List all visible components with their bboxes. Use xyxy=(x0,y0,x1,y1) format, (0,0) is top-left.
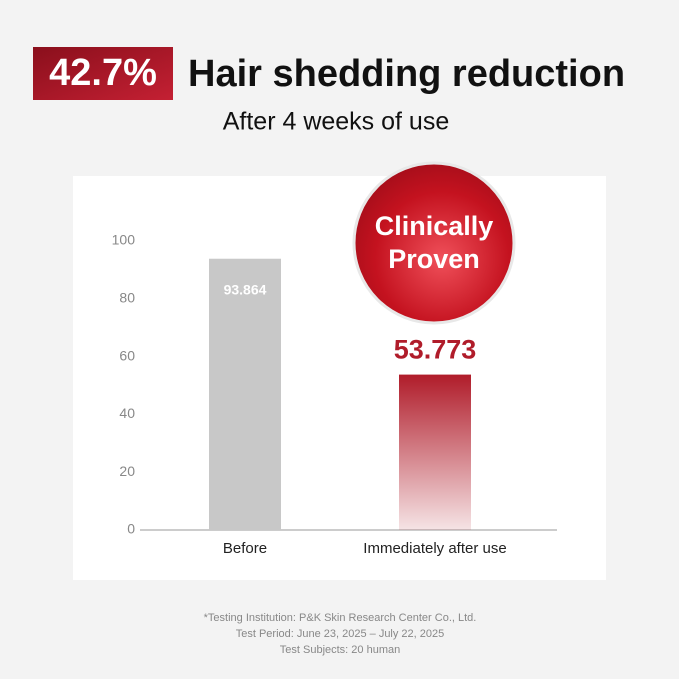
y-tick-label: 100 xyxy=(112,232,136,248)
y-tick-label: 40 xyxy=(119,405,135,421)
y-tick-label: 80 xyxy=(119,290,135,306)
badge-circle xyxy=(352,161,516,325)
value-label: 53.773 xyxy=(394,335,477,365)
badge-text: Proven xyxy=(388,244,480,274)
chart-panel xyxy=(73,176,606,580)
title: Hair shedding reduction xyxy=(188,53,625,95)
bar xyxy=(399,374,471,530)
y-tick-label: 60 xyxy=(119,347,135,363)
x-tick-label: Immediately after use xyxy=(363,540,506,557)
badge-text: Clinically xyxy=(375,211,494,241)
footnote: *Testing Institution: P&K Skin Research … xyxy=(204,612,477,624)
y-tick-label: 20 xyxy=(119,463,135,479)
footnote: Test Period: June 23, 2025 – July 22, 20… xyxy=(236,628,445,640)
highlight: 42.7% xyxy=(49,52,157,94)
y-tick-label: 0 xyxy=(127,521,135,537)
subtitle: After 4 weeks of use xyxy=(223,108,450,136)
highlight-box xyxy=(33,47,173,100)
value-label: 93.864 xyxy=(224,281,267,297)
bar xyxy=(209,258,281,530)
x-tick-label: Before xyxy=(223,540,267,557)
footnote: Test Subjects: 20 human xyxy=(280,644,400,656)
